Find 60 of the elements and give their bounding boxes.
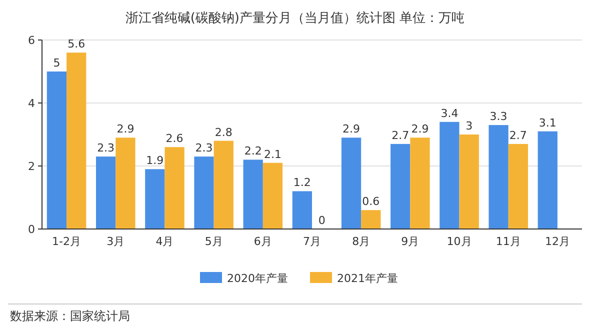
bar [66, 52, 86, 229]
bar [194, 156, 214, 229]
data-label: 2.7 [509, 128, 527, 142]
bar [243, 160, 263, 229]
data-label: 0 [318, 214, 326, 227]
data-label: 2.1 [264, 148, 282, 161]
data-label: 1.9 [146, 154, 164, 168]
bar [361, 210, 381, 229]
x-tick-label: 6月 [254, 235, 272, 248]
x-tick-label: 3月 [106, 235, 125, 248]
data-label: 1.2 [293, 176, 311, 190]
data-label: 5 [53, 56, 60, 70]
y-tick-label: 2 [28, 160, 35, 173]
data-label: 3.3 [490, 110, 508, 124]
bar [214, 140, 234, 229]
data-label: 2.3 [195, 142, 213, 155]
data-label: 2.3 [97, 142, 115, 155]
x-tick-label: 4月 [156, 235, 174, 248]
legend-label: 2021年产量 [337, 272, 398, 285]
y-tick-label: 0 [28, 223, 35, 236]
chart-title: 浙江省纯碱(碳酸钠)产量分月（当月值）统计图 单位：万吨 [125, 11, 465, 26]
bar [96, 156, 116, 229]
data-label: 2.7 [392, 128, 410, 142]
x-tick-label: 1-2月 [52, 235, 82, 248]
bar [410, 138, 430, 229]
x-tick-label: 9月 [401, 235, 420, 248]
data-label: 2.9 [116, 122, 134, 136]
legend-label: 2020年产量 [227, 272, 288, 285]
bar [341, 138, 362, 229]
bar [390, 144, 410, 229]
bar [46, 72, 67, 229]
bar [292, 191, 312, 229]
data-label: 3.1 [538, 116, 556, 130]
x-tick-label: 12月 [544, 235, 570, 248]
bar [116, 138, 136, 229]
data-label: 5.6 [68, 38, 86, 51]
bar [508, 144, 528, 229]
x-tick-label: 7月 [303, 235, 321, 248]
data-label: 2.9 [411, 122, 429, 136]
data-label: 2.9 [342, 122, 360, 136]
bar [538, 131, 558, 229]
bar [164, 147, 184, 229]
x-tick-label: 8月 [352, 235, 370, 248]
data-label: 2.2 [244, 144, 262, 158]
bar [440, 122, 460, 229]
data-label: 3 [466, 120, 473, 132]
bar [488, 125, 508, 229]
data-label: 2.6 [166, 132, 184, 146]
x-tick-label: 10月 [446, 235, 472, 248]
source-note: 数据来源：国家统计局 [10, 309, 130, 323]
data-label: 2.8 [214, 126, 232, 139]
x-tick-label: 5月 [204, 235, 223, 248]
bar [145, 169, 165, 229]
y-tick-label: 6 [28, 34, 35, 47]
data-label: 0.6 [362, 195, 380, 208]
data-label: 3.4 [440, 106, 458, 120]
y-tick-label: 4 [28, 97, 35, 110]
bar [262, 162, 283, 229]
x-tick-label: 11月 [496, 235, 521, 248]
bar [459, 134, 479, 229]
